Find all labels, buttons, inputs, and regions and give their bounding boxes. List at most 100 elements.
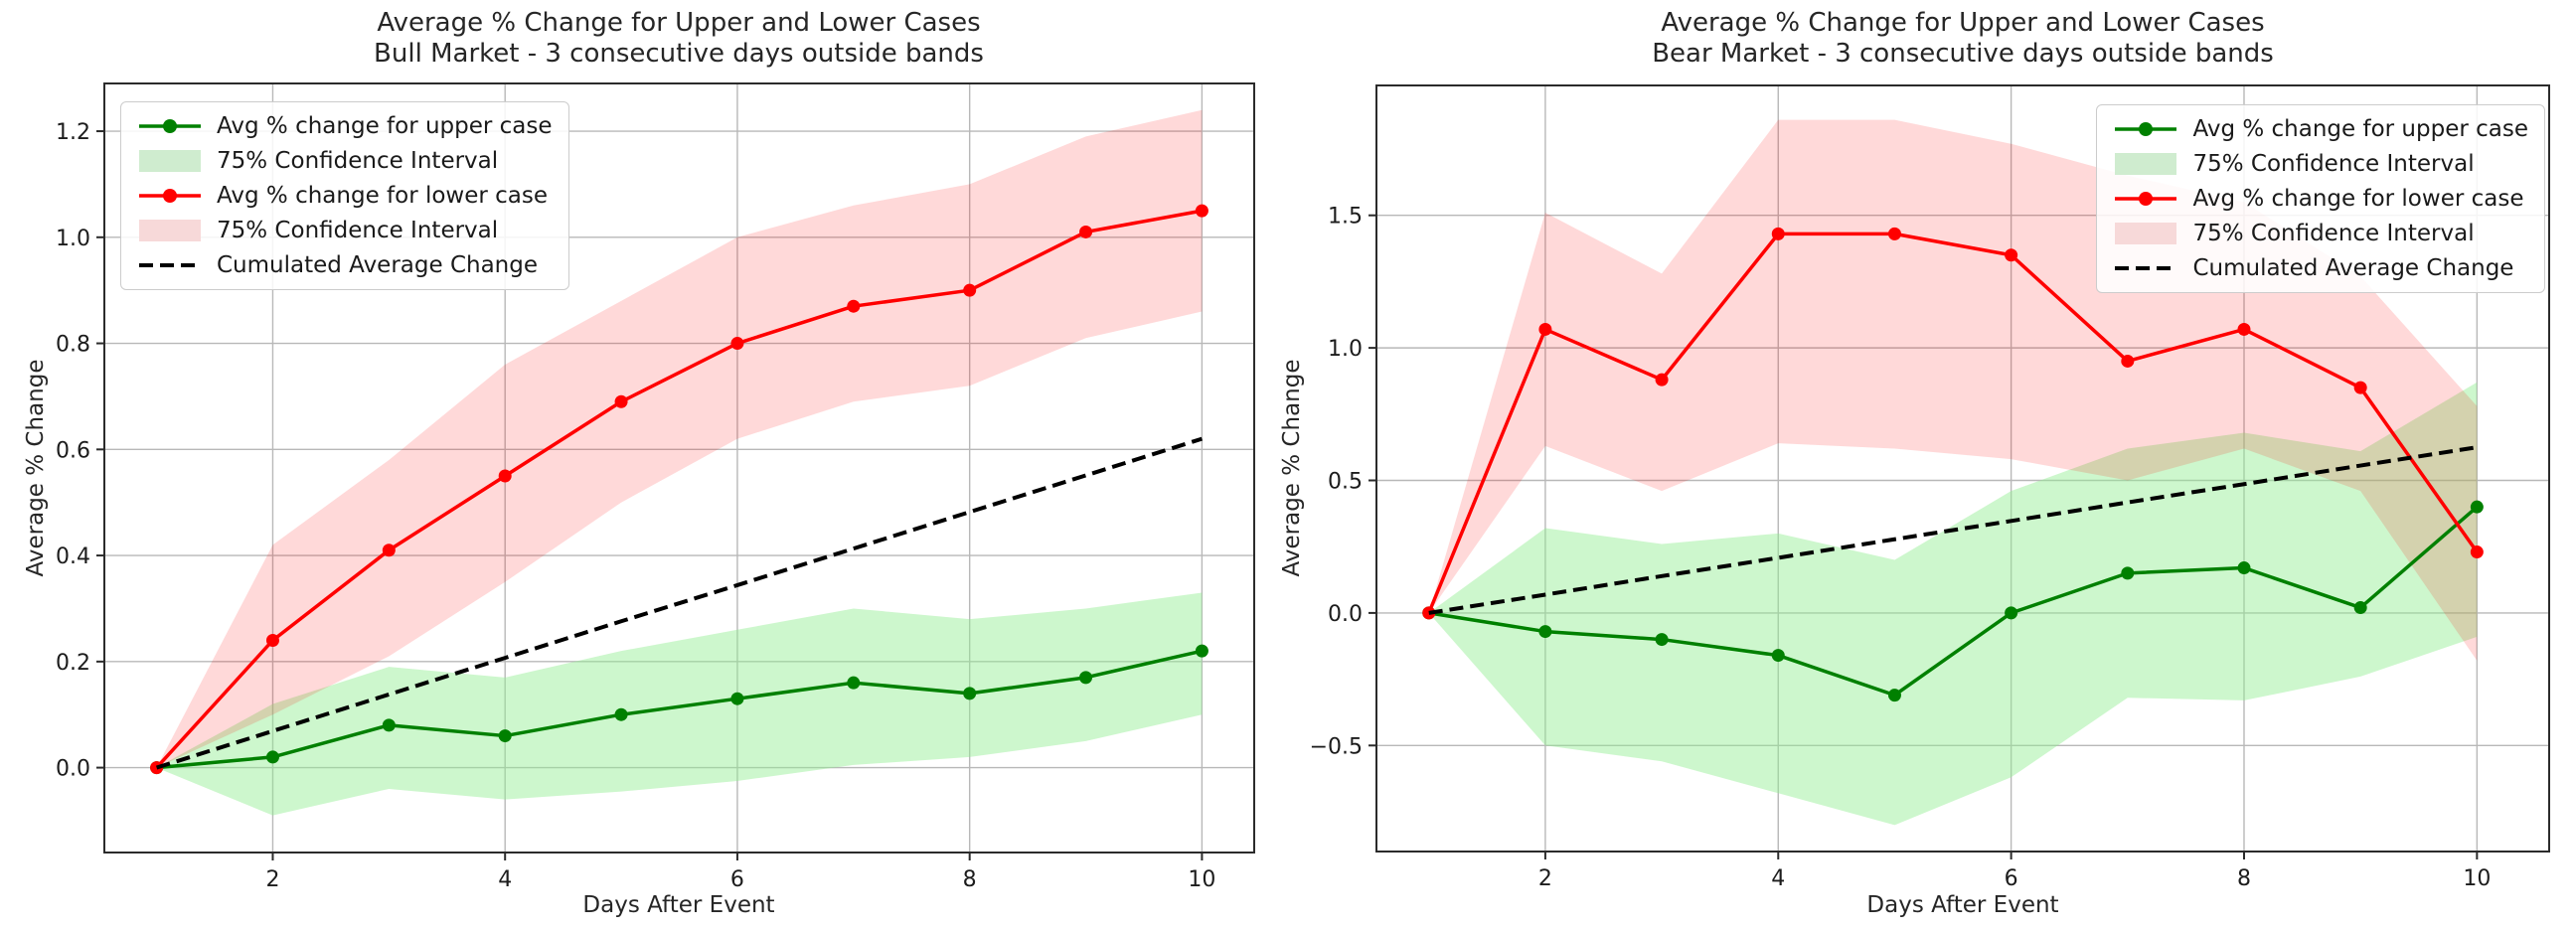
bear-chart-title-line2: Bear Market - 3 consecutive days outside… (1652, 39, 2274, 69)
x-tick-label: 2 (1538, 866, 1552, 891)
legend-label: Cumulated Average Change (217, 252, 538, 278)
data-point-marker (1771, 227, 1785, 240)
data-point-marker (265, 633, 279, 647)
legend-line-marker-sample (2115, 122, 2177, 136)
x-tick-label: 10 (1188, 867, 1215, 892)
bear-chart-title: Average % Change for Upper and Lower Cas… (1565, 8, 2360, 70)
data-point-marker (730, 337, 744, 351)
data-point-marker (382, 544, 396, 557)
data-point-marker (1771, 649, 1785, 663)
data-point-marker (963, 283, 977, 297)
y-tick-label: 1.2 (56, 120, 90, 145)
cumulated-dashed-line (155, 436, 1204, 770)
legend-item: 75% Confidence Interval (137, 148, 553, 174)
legend-marker (163, 189, 177, 203)
y-tick-label: 0.0 (56, 757, 90, 782)
legend-swatch-rect (139, 150, 201, 172)
data-point-marker (2353, 381, 2367, 394)
series-line (1428, 505, 2479, 698)
data-point-marker (2005, 248, 2018, 262)
data-point-marker (1655, 373, 1669, 387)
data-point-marker (614, 394, 628, 408)
data-point-marker (265, 750, 279, 764)
data-point-marker (498, 469, 512, 483)
legend-label: 75% Confidence Interval (2192, 151, 2475, 177)
x-tick-label: 4 (498, 867, 512, 892)
plot-box (1375, 84, 2550, 853)
plot-box (103, 82, 1255, 854)
bear-y-axis-label: Average % Change (1279, 359, 1305, 577)
bull-chart-title: Average % Change for Upper and Lower Cas… (281, 8, 1076, 70)
data-point-marker (2470, 545, 2484, 559)
bull-x-axis-label: Days After Event (582, 892, 775, 918)
legend-line-marker-sample (139, 119, 201, 133)
legend-band-swatch (139, 150, 201, 172)
series-line (1427, 232, 2479, 614)
legend-item: 75% Confidence Interval (137, 218, 553, 243)
legend-marker (2139, 122, 2154, 136)
legend-band-swatch (2115, 223, 2177, 244)
data-point-marker (963, 687, 977, 700)
y-tick-label: 0.2 (56, 651, 90, 676)
legend-label: 75% Confidence Interval (217, 218, 499, 243)
x-tick-label: 8 (963, 867, 977, 892)
legend-label: Avg % change for lower case (217, 183, 549, 209)
data-point-marker (2005, 606, 2018, 620)
legend-line-marker-sample (139, 189, 201, 203)
data-point-marker (1195, 204, 1208, 218)
legend-line-marker-sample (2115, 192, 2177, 206)
confidence-band (156, 109, 1203, 768)
y-tick-label: 0.5 (1328, 470, 1363, 495)
y-tick-label: 0.4 (56, 544, 90, 569)
data-point-marker (614, 707, 628, 721)
legend-item: Cumulated Average Change (137, 252, 553, 278)
data-point-marker (498, 729, 512, 743)
series-line (156, 649, 1203, 770)
data-point-marker (1887, 227, 1901, 240)
bull-y-axis-label: Average % Change (23, 359, 49, 577)
legend-swatch-rect (2115, 153, 2177, 175)
legend-item: Avg % change for lower case (2113, 186, 2528, 212)
data-point-marker (1538, 322, 1552, 336)
legend-swatch-rect (139, 220, 201, 241)
x-tick-label: 6 (730, 867, 744, 892)
data-point-marker (2121, 566, 2135, 580)
legend-item: Avg % change for upper case (137, 113, 553, 139)
legend-label: 75% Confidence Interval (2192, 221, 2475, 246)
y-tick-label: 1.0 (1328, 337, 1363, 362)
data-point-marker (1195, 644, 1208, 658)
bull-chart-legend: Avg % change for upper case 75% Confidenc… (120, 101, 569, 290)
data-point-marker (847, 299, 861, 313)
y-tick-label: 0.8 (56, 333, 90, 358)
y-tick-label: 0.6 (56, 438, 90, 463)
x-tick-label: 10 (2463, 866, 2491, 891)
y-tick-label: 1.5 (1328, 205, 1363, 230)
data-point-marker (1079, 671, 1093, 685)
bear-chart-title-line1: Average % Change for Upper and Lower Cas… (1661, 8, 2265, 38)
bear-chart-legend: Avg % change for upper case 75% Confidenc… (2096, 104, 2545, 293)
legend-swatch-rect (2115, 223, 2177, 244)
data-point-marker (1887, 689, 1901, 702)
x-tick-label: 4 (1771, 866, 1785, 891)
data-point-marker (730, 692, 744, 705)
bear-x-axis-label: Days After Event (1866, 892, 2059, 918)
x-tick-label: 8 (2237, 866, 2251, 891)
x-tick-label: 2 (265, 867, 279, 892)
legend-item: 75% Confidence Interval (2113, 221, 2528, 246)
data-point-marker (2237, 322, 2251, 336)
bull-chart-title-line1: Average % Change for Upper and Lower Cas… (377, 8, 981, 38)
data-point-marker (2353, 601, 2367, 615)
y-tick-label: 0.0 (1328, 602, 1363, 627)
legend-marker (2139, 192, 2154, 206)
legend-item: Avg % change for upper case (2113, 116, 2528, 142)
legend-marker (163, 119, 177, 133)
data-point-marker (1079, 225, 1093, 238)
confidence-band (1428, 382, 2478, 826)
data-point-marker (847, 676, 861, 690)
legend-label: Avg % change for upper case (2192, 116, 2528, 142)
legend-label: Avg % change for lower case (2192, 186, 2524, 212)
legend-band-swatch (2115, 153, 2177, 175)
bull-chart-title-line2: Bull Market - 3 consecutive days outside… (374, 39, 984, 69)
bull-data-layer (150, 109, 1208, 816)
